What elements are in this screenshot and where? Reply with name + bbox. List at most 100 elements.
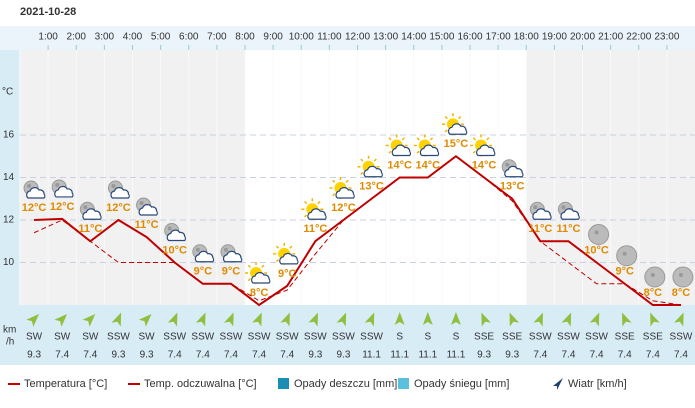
temperature-label: 11°C [556,223,580,235]
sun-ray [289,245,293,249]
crater [533,205,538,210]
legend-swatch [278,378,289,389]
wind-arrow [509,312,520,327]
cloud [54,185,74,198]
hour-label: 11:00 [317,32,342,43]
wind-unit: /h [6,337,14,348]
hour-column [104,50,133,305]
sun-ray [261,264,265,268]
weather-icon [23,180,46,199]
wind-arrow-shape [54,314,68,327]
sun-ray [472,150,476,154]
hour-label: 19:00 [542,32,567,43]
temperature-label: 14°C [387,159,412,171]
weather-icon [644,266,666,288]
wind-arrow-shape [280,312,290,327]
hour-label: 23:00 [654,32,679,43]
wind-direction: SSW [276,332,299,343]
wind-arrow-shape [82,314,96,327]
temperature-label: 12°C [22,202,47,214]
weather-icon [588,224,610,245]
wind-arrow [224,312,234,327]
cloud [307,208,327,220]
wind-direction: SSW [529,332,552,343]
weather-icon [357,155,383,178]
legend-label: Temp. odczuwalna [°C] [144,378,257,390]
wind-speed: 9.3 [505,350,519,361]
weather-icon [301,198,327,221]
hour-label: 20:00 [570,32,595,43]
crater [139,201,144,205]
temperature-label: 9°C [278,268,297,280]
weather-icon [136,197,158,216]
cloud [447,123,468,135]
moon [672,266,694,288]
wind-direction: SSW [248,332,271,343]
crater [111,184,116,188]
wind-direction: S [396,332,403,343]
wind-direction: SSE [643,332,663,343]
hour-label: 17:00 [486,32,511,43]
weather-icon [245,262,271,284]
wind-arrow [308,312,318,327]
temperature-label: 11°C [78,223,102,235]
hour-column [554,50,583,305]
temperature-label: 11°C [303,223,327,235]
weather-icon [616,245,638,267]
sun-ray [360,158,364,162]
wind-arrow [364,312,375,327]
wind-arrow [674,312,684,327]
cloud [251,272,271,284]
legend-label: Opady deszczu [mm] [294,378,397,390]
legend-arrow [553,378,563,390]
wind-arrow-shape [622,312,632,327]
crater [167,226,172,231]
wind-speed: 9.3 [336,350,350,361]
wind-speed: 7.4 [646,350,660,361]
hour-label: 21:00 [598,32,623,43]
wind-direction: SSW [191,332,214,343]
sun-ray [275,259,280,263]
wind-speed: 7.4 [196,350,210,361]
legend-label: Opady śniegu [mm] [414,378,509,390]
wind-arrow [26,314,40,327]
wind-speed: 7.4 [55,350,69,361]
crater [55,182,60,187]
wind-arrow [650,312,660,327]
cloud [166,229,187,242]
wind-speed: 9.3 [308,350,322,361]
crater [561,205,566,210]
temperature-line [34,154,681,307]
wind-speed: 7.4 [674,350,688,361]
wind-speed: 9.3 [140,350,154,361]
temperature-label: 10°C [584,244,609,256]
moon [588,224,610,245]
wind-arrow-shape [252,312,262,327]
weather-icon [413,134,440,157]
cloud [335,187,355,199]
sun-ray [388,150,392,154]
wind-arrow-shape [167,312,178,327]
temperature-label: 9°C [222,266,241,278]
wind-arrow [533,312,543,327]
wind-arrow-shape [422,312,433,325]
cloud [560,208,580,220]
wind-direction: SSW [360,332,383,343]
temperature-label: 12°C [106,202,131,214]
hour-label: 5:00 [151,32,171,43]
moon [644,266,666,288]
hour-row [0,26,695,50]
cloud [222,250,243,263]
weather-icon [329,177,355,199]
date-title: 2021-10-28 [20,6,76,18]
weather-icon [273,242,299,265]
weather-icon [672,266,694,288]
sun-ray [304,200,308,205]
wind-direction: SW [139,332,156,343]
wind-speed: 7.4 [252,350,266,361]
weather-icon [441,113,468,136]
cloud [110,187,130,199]
temperature-line [33,155,682,306]
wind-arrow [622,312,632,327]
hour-label: 14:00 [401,32,426,43]
